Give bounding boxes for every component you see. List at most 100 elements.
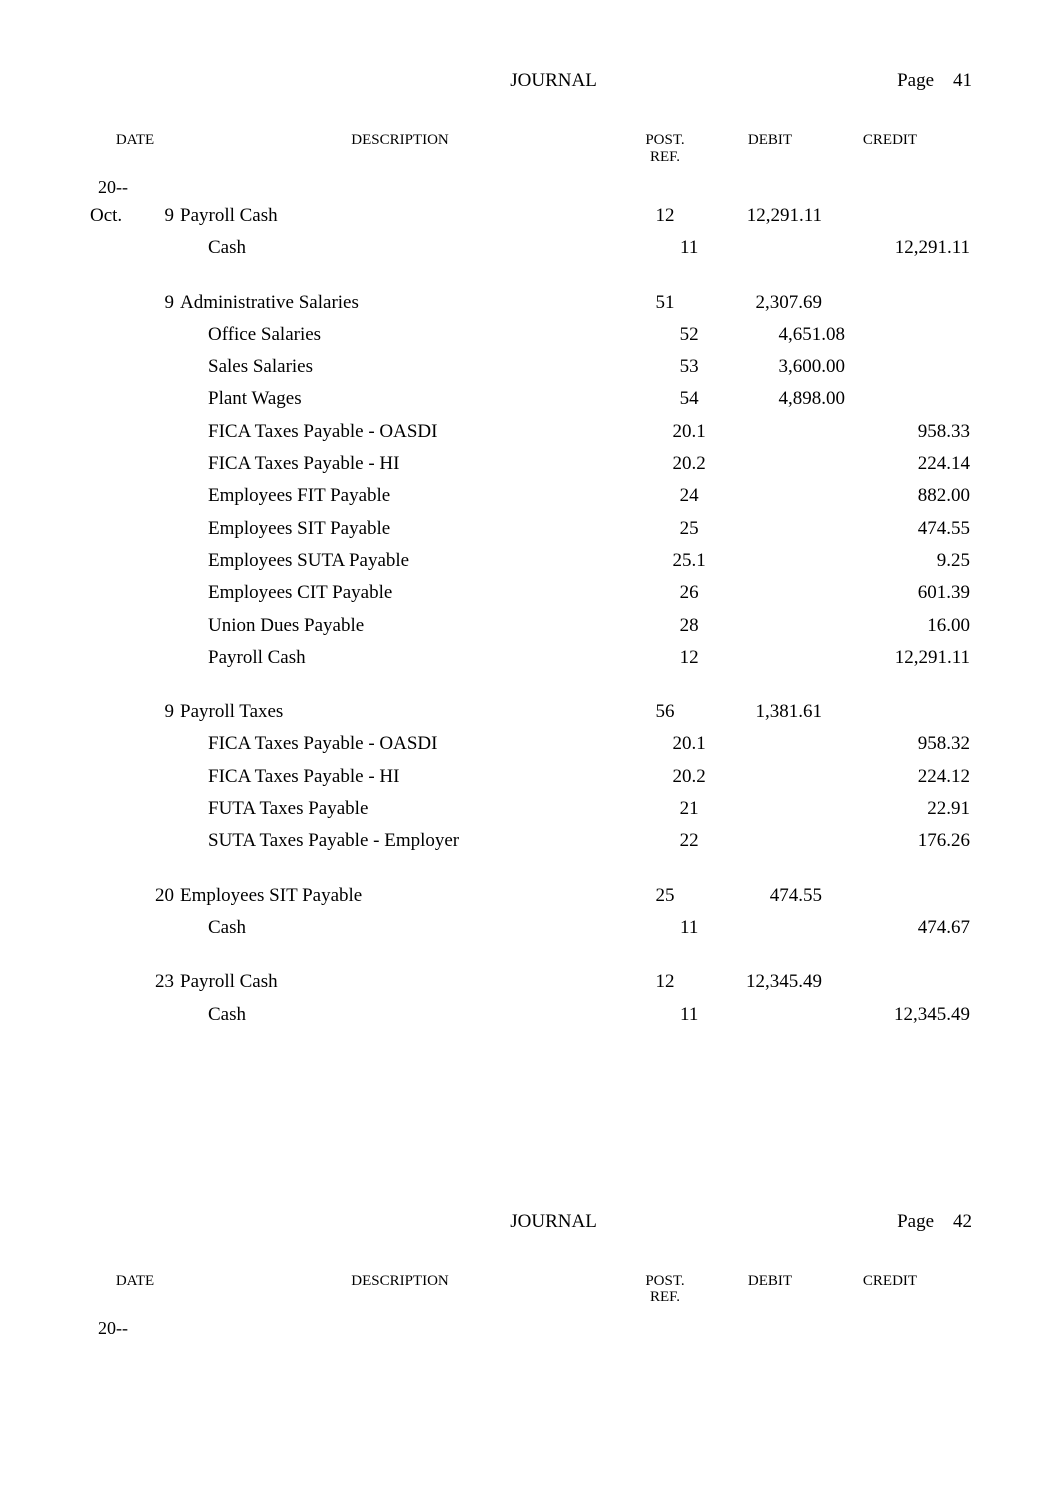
day (130, 383, 180, 415)
description-cell: FICA Taxes Payable - OASDI (180, 416, 645, 448)
day (130, 232, 180, 264)
credit-cell: 224.12 (853, 761, 972, 793)
debit-cell (734, 912, 853, 944)
credit-cell: 474.67 (853, 912, 972, 944)
debit-cell (734, 999, 853, 1031)
journal-title: JOURNAL (210, 70, 897, 92)
header-post-42: POST. (620, 1273, 710, 1290)
entry-spacer (90, 674, 972, 696)
post-ref-cell: 26 (645, 577, 734, 609)
debit-cell: 2,307.69 (710, 287, 830, 319)
month (90, 480, 130, 512)
debit-cell (734, 825, 853, 857)
description-cell: Union Dues Payable (180, 610, 645, 642)
journal-row: Office Salaries524,651.08 (90, 319, 972, 351)
month (90, 577, 130, 609)
debit-cell (734, 513, 853, 545)
day: 9 (130, 696, 180, 728)
month (90, 912, 130, 944)
credit-cell: 224.14 (853, 448, 972, 480)
month (90, 416, 130, 448)
credit-cell (830, 880, 950, 912)
credit-cell (853, 319, 972, 351)
description-cell: SUTA Taxes Payable - Employer (180, 825, 645, 857)
journal-row: 9Administrative Salaries512,307.69 (90, 287, 972, 319)
post-ref-cell: 20.1 (645, 416, 734, 448)
debit-cell (734, 577, 853, 609)
date-cell (90, 480, 180, 512)
post-ref-cell: 25 (620, 880, 710, 912)
description-cell: Cash (180, 999, 645, 1031)
debit-cell (734, 728, 853, 760)
credit-cell (853, 351, 972, 383)
credit-cell (830, 966, 950, 998)
credit-cell: 22.91 (853, 793, 972, 825)
date-cell (90, 513, 180, 545)
debit-cell (734, 761, 853, 793)
header-description: DESCRIPTION (180, 132, 620, 165)
description-cell: Employees SIT Payable (180, 880, 620, 912)
description-cell: FUTA Taxes Payable (180, 793, 645, 825)
description-cell: FICA Taxes Payable - HI (180, 448, 645, 480)
description-cell: Administrative Salaries (180, 287, 620, 319)
day (130, 351, 180, 383)
header-post-ref-42: POST. REF. (620, 1273, 710, 1306)
day (130, 610, 180, 642)
month (90, 287, 130, 319)
date-cell (90, 761, 180, 793)
journal-row: Employees CIT Payable26601.39 (90, 577, 972, 609)
day (130, 319, 180, 351)
month (90, 642, 130, 674)
header-date: DATE (90, 132, 180, 165)
journal-header: JOURNAL Page 41 (90, 70, 972, 92)
post-ref-cell: 20.2 (645, 448, 734, 480)
description-cell: Payroll Cash (180, 642, 645, 674)
date-cell: 9 (90, 696, 180, 728)
month (90, 448, 130, 480)
journal-row: 9Payroll Taxes561,381.61 (90, 696, 972, 728)
entry-spacer (90, 858, 972, 880)
journal-row: FICA Taxes Payable - OASDI20.1958.32 (90, 728, 972, 760)
post-ref-cell: 56 (620, 696, 710, 728)
month (90, 696, 130, 728)
credit-cell (830, 200, 950, 232)
date-cell (90, 448, 180, 480)
description-cell: Employees SIT Payable (180, 513, 645, 545)
header-ref: REF. (620, 149, 710, 166)
day (130, 577, 180, 609)
date-cell (90, 610, 180, 642)
post-ref-cell: 21 (645, 793, 734, 825)
header-date-42: DATE (90, 1273, 180, 1306)
month (90, 383, 130, 415)
column-headers: DATE DESCRIPTION POST. REF. DEBIT CREDIT (90, 132, 972, 165)
post-ref-cell: 11 (645, 999, 734, 1031)
credit-cell (830, 287, 950, 319)
debit-cell (734, 416, 853, 448)
journal-page-41: JOURNAL Page 41 DATE DESCRIPTION POST. R… (0, 0, 1062, 1381)
debit-cell: 3,600.00 (734, 351, 853, 383)
date-cell (90, 577, 180, 609)
header-description-42: DESCRIPTION (180, 1273, 620, 1306)
journal-row: FICA Taxes Payable - HI20.2 224.14 (90, 448, 972, 480)
description-cell: Employees CIT Payable (180, 577, 645, 609)
date-cell: 23 (90, 966, 180, 998)
description-cell: Office Salaries (180, 319, 645, 351)
post-ref-cell: 52 (645, 319, 734, 351)
page-number: Page 41 (897, 70, 972, 92)
date-cell: 20 (90, 880, 180, 912)
credit-cell: 12,291.11 (853, 232, 972, 264)
debit-cell (734, 480, 853, 512)
journal-row: Cash1112,345.49 (90, 999, 972, 1031)
day (130, 448, 180, 480)
debit-cell (734, 793, 853, 825)
header-post-ref: POST. REF. (620, 132, 710, 165)
day: 9 (130, 200, 180, 232)
description-cell: Plant Wages (180, 383, 645, 415)
date-cell (90, 319, 180, 351)
credit-cell: 474.55 (853, 513, 972, 545)
day (130, 728, 180, 760)
month: Oct. (90, 200, 130, 232)
date-cell (90, 351, 180, 383)
date-cell (90, 825, 180, 857)
credit-cell: 882.00 (853, 480, 972, 512)
